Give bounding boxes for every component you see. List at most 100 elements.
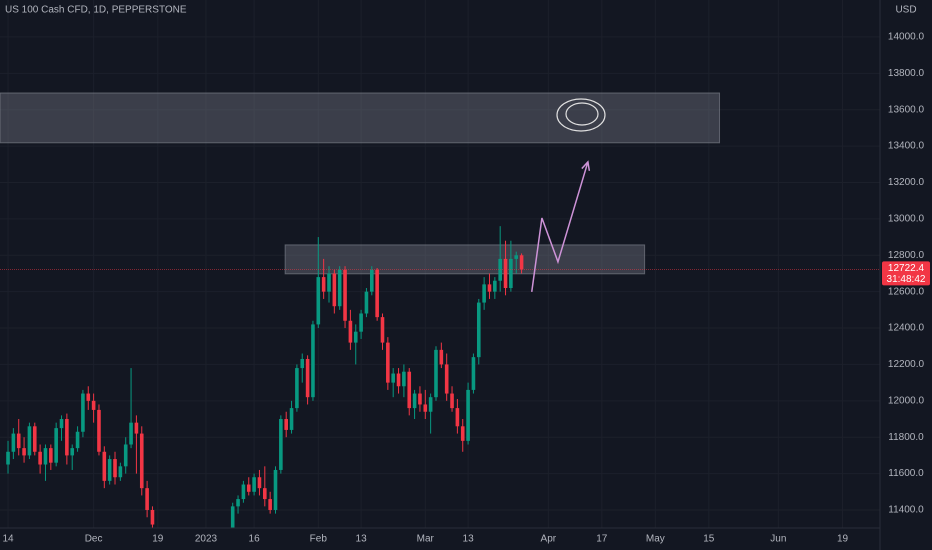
y-tick-label: 14000.0 (888, 32, 925, 43)
candle-body (81, 393, 85, 432)
candle-body (316, 277, 321, 325)
candle-body (519, 255, 524, 270)
x-tick-label: 13 (463, 534, 475, 545)
candle-body (407, 371, 412, 409)
y-tick-label: 13400.0 (888, 141, 925, 152)
candle-body (471, 357, 476, 390)
candle-body (428, 397, 433, 412)
y-tick-label: 11400.0 (888, 505, 924, 516)
candle-body (391, 373, 395, 383)
candle-body (300, 358, 305, 369)
x-tick-label: 19 (837, 534, 849, 545)
last-price: 12722.4 (888, 263, 925, 274)
x-tick-label: Mar (417, 534, 435, 545)
candle-body (27, 426, 32, 456)
x-tick-label: 17 (596, 534, 608, 545)
x-tick-label: Jun (770, 534, 786, 545)
y-tick-label: 12400.0 (888, 323, 925, 334)
x-tick-label: Apr (541, 534, 557, 545)
candle-body (284, 419, 289, 430)
currency: USD (895, 5, 916, 16)
candle-body (434, 349, 438, 398)
arrow-head (581, 160, 591, 171)
candle-body (423, 404, 428, 412)
candle-body (375, 269, 379, 318)
countdown: 31:48:42 (887, 274, 926, 285)
candle-body (257, 477, 262, 489)
candle-body (273, 469, 278, 510)
candle-body (295, 368, 299, 409)
candle-body (279, 419, 283, 470)
candle-body (59, 419, 64, 429)
candle-body (364, 291, 369, 314)
y-tick-label: 11600.0 (888, 468, 924, 479)
candle-body (493, 280, 497, 292)
x-tick-label: 15 (703, 534, 715, 545)
candle-body (476, 302, 481, 358)
candle-body (455, 408, 460, 427)
x-tick-label: May (646, 534, 665, 545)
y-tick-label: 12000.0 (888, 395, 925, 406)
candle-body (450, 393, 454, 409)
zone (0, 92, 721, 144)
candle-body (11, 433, 16, 452)
candle-body (402, 371, 406, 387)
candle-body (38, 451, 42, 465)
candle-body (241, 484, 246, 500)
candle-body (263, 488, 267, 500)
candle-body (150, 509, 155, 525)
y-tick-label: 13600.0 (888, 104, 925, 115)
candle-body (22, 448, 26, 456)
candle-body (54, 428, 58, 463)
candle-body (134, 422, 139, 434)
candle-body (327, 273, 331, 292)
candle-body (386, 342, 390, 383)
candle-body (348, 320, 353, 343)
candle-body (337, 269, 342, 307)
x-tick-label: 2023 (195, 534, 218, 545)
price-badge (882, 261, 930, 286)
candle-body (514, 255, 519, 259)
candle-body (123, 444, 128, 467)
candle-body (444, 364, 449, 394)
candle-body (487, 284, 492, 292)
candle-body (380, 317, 385, 343)
candle-body (230, 506, 235, 528)
candle-body (91, 400, 96, 410)
candle-body (129, 422, 133, 445)
chart-title: US 100 Cash CFD, 1D, PEPPERSTONE (5, 5, 187, 16)
candle-body (16, 433, 21, 449)
x-tick-label: 13 (356, 534, 368, 545)
y-tick-label: 12200.0 (888, 359, 925, 370)
candle-body (86, 393, 91, 401)
candle-body (418, 393, 422, 405)
candle-body (369, 269, 374, 292)
candle-body (503, 258, 508, 289)
candle-body (75, 431, 80, 449)
candle-body (43, 448, 48, 465)
y-tick-label: 13200.0 (888, 177, 925, 188)
candle-body (268, 499, 272, 510)
x-tick-label: 16 (249, 534, 261, 545)
candle-body (343, 269, 347, 321)
x-tick-label: Dec (85, 534, 103, 545)
candle-body (102, 451, 107, 481)
candle-body (311, 324, 315, 398)
x-tick-label: 19 (152, 534, 164, 545)
candle-body (482, 284, 486, 303)
candle-body (113, 459, 117, 478)
ellipse-scribble (556, 98, 606, 132)
candle-body (509, 258, 513, 289)
candle-body (252, 477, 256, 492)
projection-path (531, 161, 589, 292)
candle-body (246, 484, 251, 492)
candle-body (439, 349, 444, 365)
candle-body (118, 466, 123, 478)
candle-body (321, 277, 326, 292)
plot-area (0, 92, 880, 528)
candle-body (289, 408, 294, 430)
y-tick-label: 13000.0 (888, 214, 925, 225)
candle-body (97, 409, 101, 452)
